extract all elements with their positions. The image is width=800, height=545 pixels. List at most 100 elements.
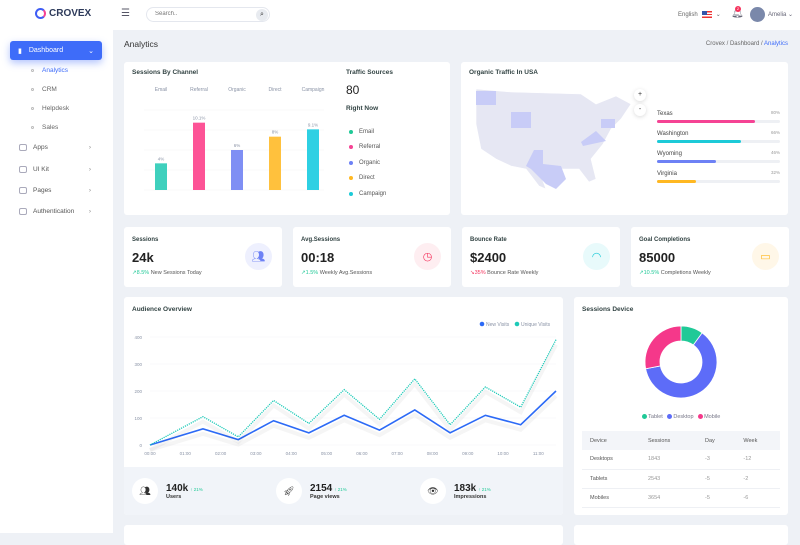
logo[interactable]: CROVEX	[35, 8, 91, 19]
x-tick-label: 11:00	[533, 451, 544, 456]
legend-label: Mobile	[704, 414, 721, 420]
donut-legend: Tablet Desktop Mobile	[574, 414, 788, 420]
legend-item: Mobile	[697, 414, 721, 420]
state-pennsylvania[interactable]	[601, 119, 615, 128]
notification-badge: 2	[735, 6, 741, 12]
users-icon: 👥︎	[132, 478, 158, 504]
state-wyoming[interactable]	[511, 112, 531, 128]
data-label: 6%	[234, 143, 241, 148]
bar[interactable]	[193, 122, 205, 190]
traffic-value: 80	[346, 83, 360, 97]
search-box[interactable]: ⌕	[146, 7, 270, 22]
data-label: 4%	[158, 156, 165, 161]
search-input[interactable]	[155, 11, 245, 17]
sidebar-subitem-helpdesk[interactable]: Helpdesk	[31, 105, 69, 112]
bar[interactable]	[231, 150, 243, 190]
search-icon[interactable]: ⌕	[256, 9, 268, 21]
table-cell: 2543	[639, 469, 697, 489]
data-label: 8%	[272, 130, 279, 135]
sidebar-item-pages[interactable]: Pages ›	[19, 187, 91, 194]
sidebar: CROVEX ▮ Dashboard ⌄ Analytics CRM Helpdes…	[0, 0, 113, 533]
state-progress-fill	[657, 180, 697, 183]
eye-icon: 👁︎	[420, 478, 446, 504]
menu-toggle-icon[interactable]: ☰	[121, 8, 130, 19]
user-name: Amelia	[768, 12, 787, 18]
pages-icon	[19, 187, 27, 194]
legend-label: New Visits	[486, 322, 510, 328]
trend-down-icon: ↘	[470, 270, 475, 276]
database-icon	[19, 144, 27, 151]
stat-label: Impressions	[454, 493, 487, 500]
user-menu[interactable]: Amelia ⌄	[768, 11, 793, 18]
bullet-icon	[31, 107, 34, 110]
table-row: Desktops 1843 -3 -12	[582, 450, 780, 470]
sidebar-subitem-sales[interactable]: Sales	[31, 124, 58, 131]
kpi-value: 85000	[639, 250, 676, 265]
unique-visits-line[interactable]	[149, 339, 557, 446]
avatar[interactable]	[750, 7, 765, 22]
new-visits-line[interactable]	[149, 390, 557, 446]
traffic-legend-item: Referral	[349, 140, 386, 156]
x-tick-label: 02:00	[215, 451, 227, 456]
sidebar-subitem-analytics[interactable]: Analytics	[31, 67, 68, 74]
kpi-note: Completions Weekly	[660, 270, 711, 276]
state-washington[interactable]	[476, 91, 496, 105]
legend-label: Email	[359, 128, 375, 135]
kpi-label: Goal Completions	[639, 237, 691, 243]
stat-change: ↑ 21%	[190, 486, 203, 492]
state-row: Virginia 32%	[657, 170, 780, 190]
table-cell: -2	[735, 469, 780, 489]
sidebar-item-apps[interactable]: Apps ›	[19, 144, 91, 151]
breadcrumb: Crovex / Dashboard / Analytics	[705, 41, 788, 47]
state-texas[interactable]	[526, 150, 566, 189]
zoom-out-button[interactable]: -	[634, 104, 646, 116]
legend-label: Tablet	[648, 414, 663, 420]
crown-icon	[19, 166, 27, 173]
sidebar-item-ui-kit[interactable]: UI Kit ›	[19, 166, 91, 173]
x-tick-label: 08:00	[427, 451, 439, 456]
trend-up-icon: ↗	[132, 270, 137, 276]
legend-dot	[349, 191, 353, 196]
donut-slice-mobile[interactable]	[644, 325, 682, 370]
legend-dot	[666, 414, 672, 420]
category-label: Email	[155, 87, 168, 93]
label: CRM	[42, 86, 57, 93]
chart-icon: ▮	[18, 47, 22, 55]
donut-slice-desktop[interactable]	[645, 332, 718, 399]
breadcrumb-dashboard[interactable]: Dashboard	[729, 41, 760, 47]
sidebar-item-authentication[interactable]: Authentication ›	[19, 208, 91, 215]
kpi-change-value: 35%	[474, 270, 486, 276]
x-tick-label: 09:00	[462, 451, 474, 456]
label: Helpdesk	[42, 105, 70, 112]
kpi-change: ↗8.5% New Sessions Today	[132, 270, 202, 276]
y-tick-label: 200	[134, 389, 142, 394]
table-cell: Mobiles	[582, 488, 640, 508]
table-cell: 3654	[639, 488, 697, 508]
legend-label: Unique Visits	[521, 322, 551, 328]
bullet-icon	[31, 126, 34, 129]
bar[interactable]	[269, 136, 281, 190]
x-tick-label: 04:00	[286, 451, 298, 456]
state-virginia[interactable]	[581, 131, 606, 146]
language-select[interactable]: English ⌄	[678, 11, 721, 18]
bell-icon[interactable]: 🔔︎ 2	[731, 6, 744, 19]
kpi-change: ↘35% Bounce Rate Weekly	[470, 270, 538, 276]
zoom-in-button[interactable]: +	[634, 89, 646, 101]
sidebar-subitem-crm[interactable]: CRM	[31, 86, 57, 93]
state-progress	[657, 120, 780, 123]
bar[interactable]	[155, 163, 167, 190]
kpi-value: 24k	[132, 250, 154, 265]
stat-label: Page views	[310, 493, 340, 500]
bar[interactable]	[307, 129, 319, 190]
breadcrumb-crovex[interactable]: Crovex	[705, 41, 725, 47]
sidebar-item-dashboard[interactable]: ▮ Dashboard ⌄	[10, 41, 102, 60]
y-tick-label: 300	[134, 362, 142, 367]
kpi-change: ↗10.5% Completions Weekly	[639, 270, 711, 276]
kpi-change-value: 1.5%	[305, 270, 319, 276]
page-title: Analytics	[124, 39, 159, 49]
traffic-legend: Email Referral Organic Direct Campaign	[349, 124, 386, 202]
table-cell: -5	[697, 469, 736, 489]
usa-map[interactable]	[471, 84, 636, 204]
chevron-down-icon: ⌄	[88, 47, 94, 55]
audience-footer: 👥︎ 140k ↑ 21% Users 🚀︎ 2154 ↑ 21% Page views 👁…	[124, 467, 563, 515]
